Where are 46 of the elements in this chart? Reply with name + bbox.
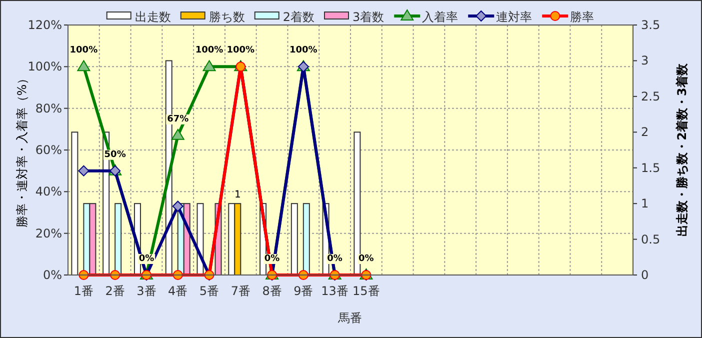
bar (290, 203, 298, 276)
y2-tick-label: 1.5 (641, 160, 660, 175)
bar (114, 203, 122, 276)
y2-tick-label: 0 (641, 268, 649, 282)
x-tick-label: 13番 (321, 284, 348, 298)
x-axis-title: 馬番 (337, 311, 362, 325)
x-tick-label: 15番 (352, 284, 380, 298)
legend-label: 勝ち数 (208, 10, 245, 24)
y-axis-title: 勝率・連対率・入着率（%） (15, 72, 29, 228)
x-tick-label: 5番 (199, 284, 220, 298)
x-tick-label: 2番 (105, 284, 125, 298)
y-tick-label: 40% (35, 184, 62, 199)
legend-label: 出走数 (134, 10, 171, 24)
y-tick-label: 0% (42, 268, 62, 282)
y2-tick-label: 3.5 (641, 18, 660, 32)
point (202, 60, 216, 72)
legend-label: 3着数 (352, 10, 384, 24)
y-tick-label: 80% (35, 101, 62, 116)
y-tick-label: 120% (28, 18, 62, 32)
y-tick-label: 100% (28, 60, 62, 74)
legend-label: 入着率 (422, 10, 458, 24)
y2-tick-label: 1 (641, 196, 649, 211)
x-tick-label: 3番 (136, 284, 156, 298)
point (77, 60, 90, 72)
x-tick-label: 7番 (230, 284, 250, 298)
bar (302, 203, 310, 276)
data-label: 1 (234, 190, 241, 201)
bar (71, 132, 78, 276)
legend-label: 連対率 (496, 10, 532, 24)
y2-tick-label: 3 (641, 54, 649, 68)
y-tick-label: 20% (35, 226, 62, 240)
legend-label: 勝率 (570, 10, 594, 24)
point (172, 200, 184, 212)
x-tick-label: 9番 (294, 284, 314, 298)
y2-tick-label: 0.5 (641, 232, 660, 246)
y2-tick-label: 2 (641, 125, 649, 140)
x-tick-label: 4番 (168, 284, 188, 298)
point (78, 165, 90, 176)
x-tick-label: 1番 (74, 284, 94, 298)
x-tick-label: 8番 (262, 284, 282, 298)
legend-label: 2着数 (282, 10, 314, 24)
point (171, 128, 184, 140)
y2-tick-label: 2.5 (641, 89, 660, 104)
bar (354, 132, 361, 276)
y-tick-label: 60% (35, 143, 62, 157)
y2-axis-title: 出走数・勝ち数・2着数・3着数 (675, 62, 689, 236)
